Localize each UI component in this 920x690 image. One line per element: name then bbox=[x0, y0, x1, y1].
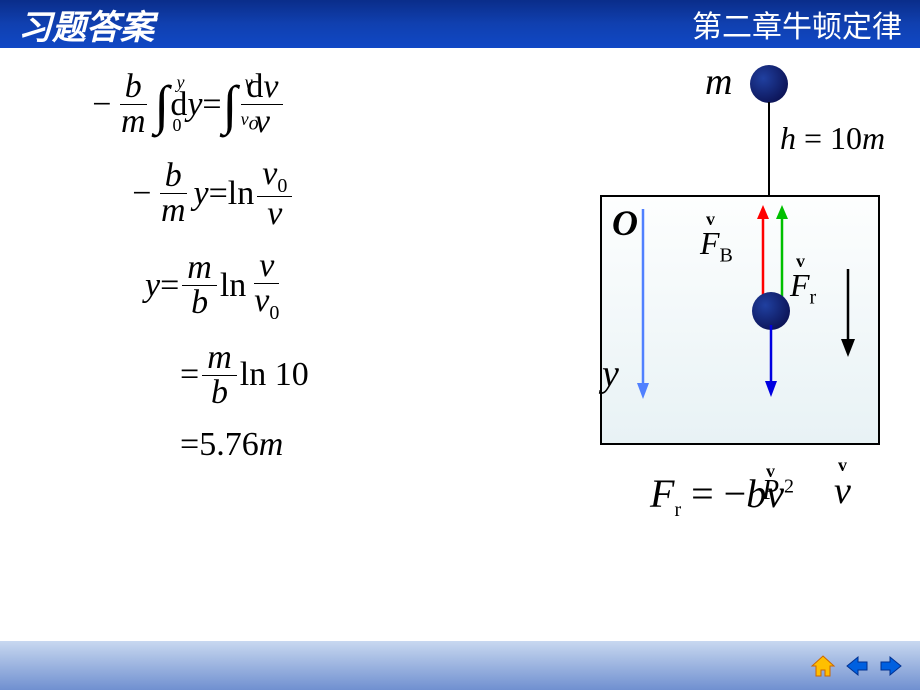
fraction-m-over-b: m b bbox=[202, 341, 237, 410]
equals: = bbox=[180, 358, 199, 392]
height-label: h = 10m bbox=[780, 120, 885, 157]
page-title-right: 第二章牛顿定律 bbox=[692, 2, 902, 46]
var-y: y bbox=[145, 269, 160, 303]
vector-mark: v bbox=[838, 455, 847, 476]
prev-button[interactable] bbox=[843, 653, 871, 679]
equation-line-5: = 5.76 m bbox=[180, 428, 309, 462]
ball-above-water bbox=[750, 65, 788, 103]
fraction-b-over-m: b m bbox=[156, 159, 191, 228]
equation-line-4: = m b ln 10 bbox=[180, 341, 309, 410]
equals: = bbox=[209, 177, 228, 211]
integral-1: ∫ y 0 bbox=[155, 78, 170, 132]
var-y: y bbox=[194, 177, 209, 211]
ln: ln bbox=[220, 269, 246, 303]
title-bar: 习题答案 第二章牛顿定律 bbox=[0, 0, 920, 50]
drop-line bbox=[768, 102, 770, 197]
equals: = bbox=[180, 428, 199, 462]
fr-arrow bbox=[775, 205, 789, 300]
prev-icon bbox=[845, 655, 869, 677]
fraction-m-over-b: m b bbox=[182, 251, 217, 320]
water-container: O y v FB v Fr bbox=[600, 195, 880, 445]
physics-diagram: m h = 10m O y v FB bbox=[540, 60, 890, 490]
fraction-b-over-m: b m bbox=[116, 70, 151, 139]
ln: ln bbox=[228, 177, 254, 211]
equals: = bbox=[202, 88, 221, 122]
home-icon bbox=[810, 654, 836, 678]
equation-line-3: y = m b ln v v0 bbox=[145, 249, 309, 323]
ln10: ln 10 bbox=[240, 358, 309, 392]
fraction-v-over-v0: v v0 bbox=[249, 249, 284, 323]
page-title-left: 习题答案 bbox=[18, 0, 154, 49]
home-button[interactable] bbox=[809, 653, 837, 679]
fraction-v0-over-v: v0 v bbox=[257, 157, 292, 231]
y-axis-label: y bbox=[602, 352, 619, 396]
vector-mark: v bbox=[796, 251, 805, 272]
result-unit: m bbox=[259, 428, 284, 462]
next-icon bbox=[879, 655, 903, 677]
mass-label: m bbox=[705, 60, 732, 104]
equation-block: − b m ∫ y 0 d y = ∫ v vo dv v − bbox=[90, 70, 309, 480]
y-axis-arrow bbox=[634, 209, 652, 399]
buoyancy-force-label: v FB bbox=[700, 225, 920, 267]
v-arrow bbox=[840, 269, 856, 357]
neg-sign: − bbox=[130, 177, 153, 211]
next-button[interactable] bbox=[877, 653, 905, 679]
content-area: − b m ∫ y 0 d y = ∫ v vo dv v − bbox=[0, 50, 920, 640]
var-y: y bbox=[187, 88, 202, 122]
footer-bar bbox=[0, 640, 920, 690]
velocity-label: v v bbox=[834, 469, 920, 513]
resistance-equation: Fr = −bv2 bbox=[650, 470, 794, 522]
equation-line-1: − b m ∫ y 0 d y = ∫ v vo dv v bbox=[90, 70, 309, 139]
result-value: 5.76 bbox=[199, 428, 259, 462]
vector-mark: v bbox=[706, 209, 715, 230]
equation-line-2: − b m y = ln v0 v bbox=[130, 157, 309, 231]
equals: = bbox=[160, 269, 179, 303]
integral-2: ∫ v vo bbox=[223, 78, 238, 132]
neg-sign: − bbox=[90, 88, 113, 122]
p-arrow bbox=[764, 325, 778, 397]
